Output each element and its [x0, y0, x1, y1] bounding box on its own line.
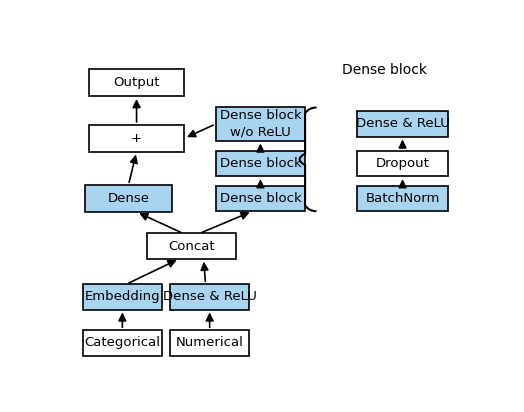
Text: Output: Output: [113, 76, 160, 89]
Text: Categorical: Categorical: [84, 336, 160, 349]
FancyBboxPatch shape: [147, 234, 236, 259]
Text: Embedding: Embedding: [84, 290, 160, 303]
FancyBboxPatch shape: [357, 186, 448, 211]
Text: Concat: Concat: [168, 240, 215, 253]
Text: BatchNorm: BatchNorm: [365, 192, 440, 205]
Text: Numerical: Numerical: [176, 336, 244, 349]
FancyBboxPatch shape: [170, 284, 249, 309]
FancyBboxPatch shape: [357, 151, 448, 176]
Text: Dense block: Dense block: [220, 192, 301, 205]
Text: Dense & ReLU: Dense & ReLU: [356, 117, 450, 131]
FancyBboxPatch shape: [216, 151, 305, 176]
Text: Dense block
w/o ReLU: Dense block w/o ReLU: [220, 110, 301, 138]
Text: Dense block: Dense block: [220, 157, 301, 170]
Text: Dense: Dense: [107, 192, 149, 205]
Text: Dropout: Dropout: [376, 157, 430, 170]
Text: +: +: [131, 132, 142, 145]
Text: Dense & ReLU: Dense & ReLU: [163, 290, 257, 303]
FancyBboxPatch shape: [357, 111, 448, 137]
FancyBboxPatch shape: [85, 185, 172, 212]
FancyBboxPatch shape: [83, 284, 162, 309]
FancyBboxPatch shape: [89, 69, 184, 96]
FancyBboxPatch shape: [89, 125, 184, 152]
FancyBboxPatch shape: [83, 330, 162, 356]
Text: Dense block: Dense block: [342, 63, 427, 77]
FancyBboxPatch shape: [216, 108, 305, 140]
FancyBboxPatch shape: [216, 186, 305, 211]
FancyBboxPatch shape: [170, 330, 249, 356]
